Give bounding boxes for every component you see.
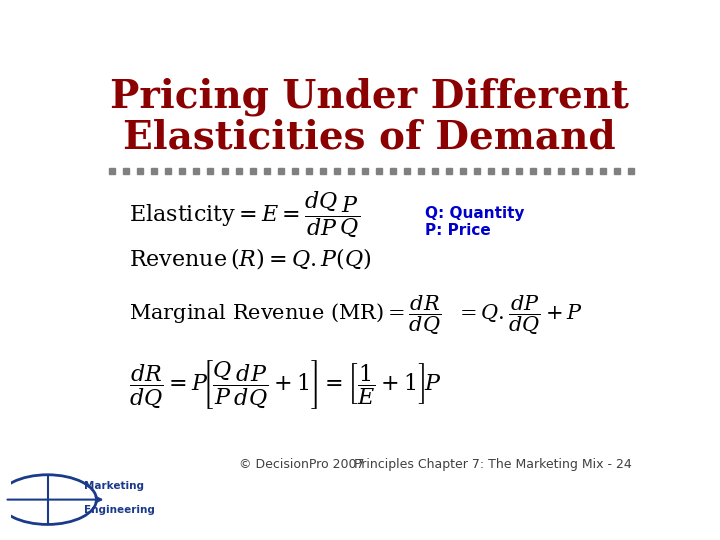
Text: $\mathrm{Marginal\ Revenue\ (MR)} = \dfrac{dR}{dQ}\ \ = Q.\dfrac{dP}{dQ} + P$: $\mathrm{Marginal\ Revenue\ (MR)} = \dfr… xyxy=(129,294,583,337)
Text: P: Price: P: Price xyxy=(425,223,490,238)
Text: © DecisionPro 2007: © DecisionPro 2007 xyxy=(239,458,365,471)
Text: Marketing: Marketing xyxy=(84,481,144,491)
Text: Engineering: Engineering xyxy=(84,505,155,515)
Text: Elasticities of Demand: Elasticities of Demand xyxy=(122,119,616,157)
Text: Q: Quantity: Q: Quantity xyxy=(425,206,524,221)
Text: Principles Chapter 7: The Marketing Mix - 24: Principles Chapter 7: The Marketing Mix … xyxy=(354,458,631,471)
Text: $\mathrm{Elasticity} = E = \dfrac{dQ}{dP}\dfrac{P}{Q}$: $\mathrm{Elasticity} = E = \dfrac{dQ}{dP… xyxy=(129,190,360,240)
Text: $\dfrac{dR}{dQ} = P\!\left[\dfrac{Q}{P}\dfrac{dP}{dQ} + 1\right] = \left[\dfrac{: $\dfrac{dR}{dQ} = P\!\left[\dfrac{Q}{P}\… xyxy=(129,358,441,411)
Text: $\mathrm{Revenue}\,(R) = Q.P(Q)$: $\mathrm{Revenue}\,(R) = Q.P(Q)$ xyxy=(129,246,372,271)
Text: Pricing Under Different: Pricing Under Different xyxy=(109,77,629,116)
